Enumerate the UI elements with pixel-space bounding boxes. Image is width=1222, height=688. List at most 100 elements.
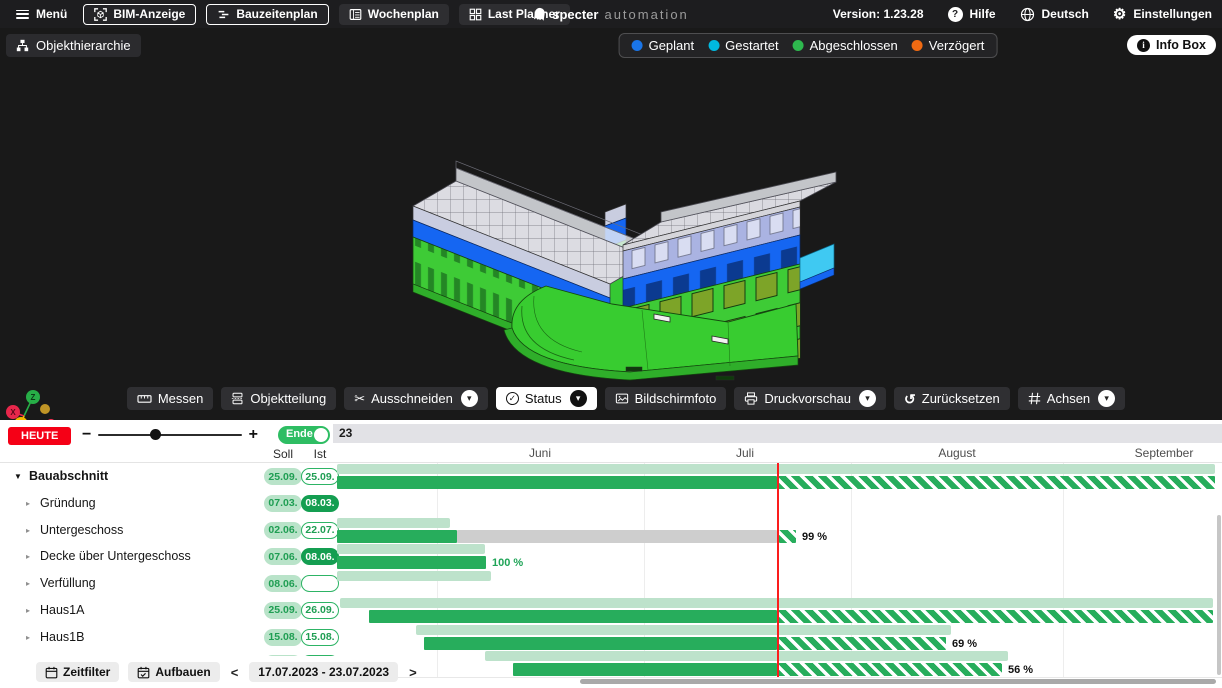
tab-bauzeitenplan[interactable]: Bauzeitenplan	[206, 3, 329, 25]
bim-cube-icon	[94, 7, 108, 21]
svg-text:X: X	[10, 408, 16, 417]
progress-percent-label: 56 %	[1008, 664, 1034, 677]
globe-icon	[1020, 7, 1034, 21]
aufbauen-label: Aufbauen	[155, 665, 211, 679]
settings-label: Einstellungen	[1133, 7, 1212, 21]
orientation-gizmo[interactable]: Z X Y	[2, 386, 62, 420]
date-range-button[interactable]: 17.07.2023 - 23.07.2023	[249, 662, 399, 682]
zuruecksetzen-label: Zurücksetzen	[921, 391, 1000, 406]
scissors-icon: ✂	[354, 391, 366, 406]
language-label: Deutsch	[1041, 7, 1089, 21]
gantt-bar-ist	[424, 636, 777, 650]
gestartet-dot	[708, 40, 720, 51]
row-expand-arrow[interactable]: ▸	[26, 525, 31, 535]
month-label: August	[938, 446, 976, 460]
zoom-slider-knob[interactable]	[150, 429, 161, 440]
soll-date-pill: 25.09.	[264, 601, 302, 619]
month-header-row: Juni Juli August September	[337, 445, 1222, 462]
month-label: Juli	[735, 446, 755, 460]
hamburger-icon	[16, 9, 29, 19]
druckvorschau-button[interactable]: Druckvorschau ▾	[734, 387, 887, 410]
row-expand-arrow[interactable]: ▸	[26, 605, 31, 615]
reset-icon: ↺	[904, 390, 916, 407]
brand-logo: specter automation	[533, 7, 689, 22]
achsen-button[interactable]: Achsen ▾	[1017, 387, 1126, 410]
ist-column-header: Ist	[313, 447, 327, 461]
grid-squares-icon	[469, 8, 482, 20]
row-expand-arrow[interactable]: ▸	[26, 579, 31, 588]
legend-item-verzoegert: Verzögert	[911, 38, 984, 53]
status-dropdown[interactable]: ▾	[569, 390, 587, 407]
progress-percent-label: 99 %	[802, 530, 828, 543]
horizontal-scrollbar[interactable]	[580, 679, 1216, 684]
version-label: Version: 1.23.28	[832, 7, 924, 21]
gantt-bar-soll	[340, 597, 1213, 608]
ausschneiden-dropdown[interactable]: ▾	[460, 390, 478, 407]
progress-percent-label: 100 %	[492, 557, 524, 570]
row-expand-arrow[interactable]: ▼	[14, 472, 22, 481]
month-label: September	[1134, 446, 1194, 460]
zoom-in-button[interactable]: +	[248, 426, 258, 443]
object-hierarchy-label: Objekthierarchie	[36, 38, 131, 53]
month-gridline	[851, 463, 852, 677]
zuruecksetzen-button[interactable]: ↺ Zurücksetzen	[894, 387, 1010, 410]
svg-text:Z: Z	[31, 393, 36, 402]
hierarchy-icon	[16, 39, 29, 52]
gantt-bar-striped	[779, 529, 796, 543]
objektteilung-button[interactable]: Objektteilung	[221, 387, 337, 410]
ist-date-pill: 08.03.	[301, 494, 339, 512]
bildschirmfoto-label: Bildschirmfoto	[634, 391, 717, 406]
gantt-row-label: Decke über Untergeschoss	[40, 549, 191, 564]
status-button[interactable]: ✓ Status ▾	[495, 387, 597, 410]
next-week-button[interactable]: >	[409, 664, 417, 680]
gantt-bar-soll	[337, 464, 1215, 474]
vertical-scrollbar[interactable]	[1217, 515, 1221, 675]
ausschneiden-button[interactable]: ✂ Ausschneiden ▾	[344, 387, 488, 410]
abgeschlossen-dot	[792, 40, 804, 51]
object-hierarchy-button[interactable]: Objekthierarchie	[6, 34, 141, 57]
month-label: Juni	[528, 446, 552, 460]
aufbauen-button[interactable]: Aufbauen	[128, 662, 220, 682]
bim-viewport[interactable]: Objekthierarchie Geplant Gestartet Abges…	[0, 28, 1222, 420]
help-icon: ?	[947, 6, 963, 22]
legend-item-gestartet: Gestartet	[708, 38, 779, 53]
gantt-row-label: Haus1B	[40, 629, 85, 644]
help-button[interactable]: ? Hilfe	[947, 6, 996, 22]
zoom-out-button[interactable]: −	[82, 426, 92, 443]
month-gridline	[437, 463, 438, 677]
status-label: Status	[524, 391, 562, 406]
druckvorschau-dropdown[interactable]: ▾	[859, 390, 877, 407]
zeitfilter-button[interactable]: Zeitfilter	[36, 662, 120, 682]
gantt-bar-soll	[337, 517, 450, 528]
row-expand-arrow[interactable]: ▸	[26, 552, 31, 562]
brand-primary: specter	[552, 6, 599, 22]
object-split-icon	[232, 392, 244, 405]
ist-date-pill: 15.08.	[301, 628, 339, 646]
ende-toggle[interactable]: Ende	[278, 426, 330, 444]
achsen-dropdown[interactable]: ▾	[1098, 390, 1116, 407]
week-header-strip: 23	[333, 424, 1222, 443]
tab-bim-anzeige[interactable]: BIM-Anzeige	[83, 3, 197, 25]
ist-date-pill: 26.09.	[301, 601, 339, 619]
ist-date-pill: 22.07.	[301, 521, 339, 539]
date-range-label: 17.07.2023 - 23.07.2023	[258, 665, 390, 679]
tab-wochenplan[interactable]: Wochenplan	[338, 3, 449, 25]
zoom-slider: − +	[82, 426, 258, 444]
info-box-button[interactable]: i Info Box	[1127, 35, 1216, 55]
menu-button[interactable]: Menü	[10, 5, 73, 23]
bim-model-3d[interactable]	[398, 108, 843, 386]
soll-date-pill: 15.08.	[264, 628, 302, 646]
heute-button[interactable]: HEUTE	[8, 427, 72, 445]
prev-week-button[interactable]: <	[230, 664, 239, 680]
row-expand-arrow[interactable]: ▸	[26, 498, 31, 508]
ist-date-pill	[301, 575, 339, 592]
language-button[interactable]: Deutsch	[1020, 7, 1089, 22]
zoom-slider-track[interactable]	[98, 429, 242, 440]
bildschirmfoto-button[interactable]: Bildschirmfoto	[604, 387, 727, 410]
gantt-row-label: Untergeschoss	[40, 522, 124, 537]
settings-button[interactable]: ⚙ Einstellungen	[1113, 7, 1212, 22]
row-expand-arrow[interactable]: ▸	[26, 632, 31, 642]
gantt-bar-soll	[416, 624, 951, 635]
messen-button[interactable]: Messen	[126, 387, 214, 410]
menu-label: Menü	[36, 7, 68, 21]
